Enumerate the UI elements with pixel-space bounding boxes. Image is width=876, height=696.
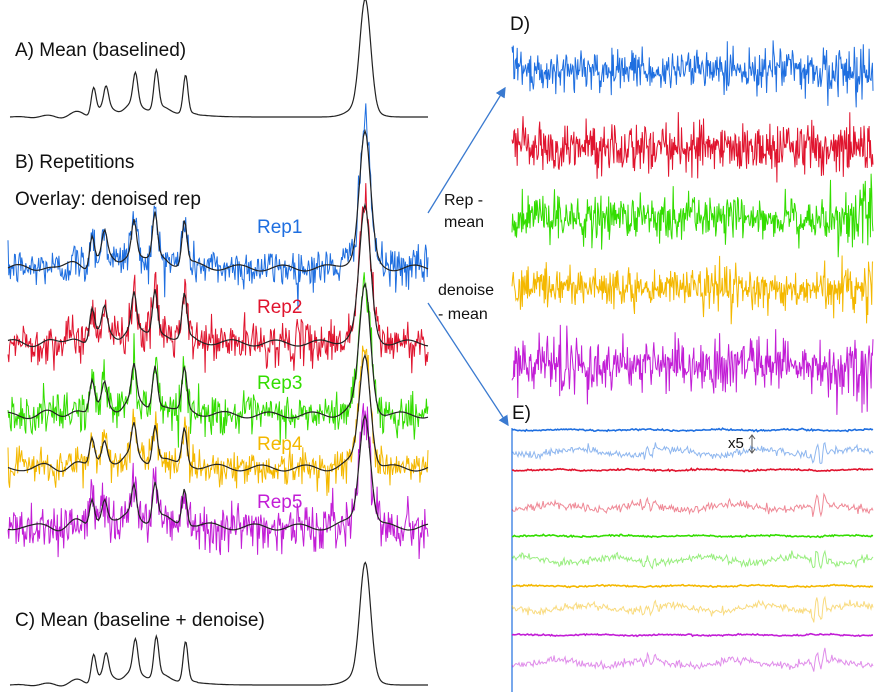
panel-d: D) [510, 14, 874, 415]
panel-b-subtitle: Overlay: denoised rep [15, 189, 201, 210]
e-rep1-residual-x5 [511, 441, 874, 465]
rep1-label: Rep1 [257, 217, 302, 238]
rep-minus-mean-label-2: mean [444, 214, 484, 231]
rep1-denoised-line [7, 128, 429, 272]
rep3-label: Rep3 [257, 373, 302, 394]
arrow-to-e [427, 302, 509, 427]
e-rep4-residual [511, 583, 874, 589]
rep5-raw-line [7, 403, 429, 560]
mean-line-c [9, 561, 428, 687]
d-rep5-residual [511, 324, 874, 415]
mean-line-a [9, 0, 428, 119]
e-rep2-residual [511, 467, 874, 473]
rep2-denoised-line [7, 202, 429, 348]
d-rep1-residual [511, 40, 874, 108]
e-rep2-residual-x5 [511, 492, 874, 518]
panel-e-title: E) [512, 403, 531, 424]
panel-a-title: A) Mean (baselined) [15, 40, 186, 61]
e-rep5-residual [511, 632, 873, 638]
rep5-denoised-line [7, 413, 429, 532]
e-rep5-residual-x5 [511, 647, 874, 672]
e-rep1-residual [511, 427, 874, 433]
denoise-minus-mean-label-1: denoise [438, 282, 494, 299]
arrow-to-d [427, 86, 506, 214]
rep2-label: Rep2 [257, 297, 302, 318]
e-rep3-residual [511, 533, 874, 539]
rep1-raw-line [7, 103, 429, 310]
rep4-label: Rep4 [257, 434, 303, 455]
panel-e: E) x5 [511, 403, 874, 692]
panel-b-title: B) Repetitions [15, 152, 134, 173]
x5-double-arrow-icon [748, 434, 756, 454]
rep5-label: Rep5 [257, 492, 302, 513]
panel-b: B) Repetitions Overlay: denoised rep Rep… [7, 103, 429, 560]
rep4-denoised-line [7, 353, 429, 473]
d-rep2-residual [511, 112, 874, 183]
panel-d-title: D) [510, 14, 530, 35]
denoise-minus-mean-label-2: - mean [438, 306, 488, 323]
panel-c: C) Mean (baseline + denoise) [9, 561, 428, 687]
panel-a: A) Mean (baselined) [9, 0, 428, 119]
arrows: Rep - mean denoise - mean [427, 86, 509, 427]
rep-minus-mean-label-1: Rep - [444, 192, 483, 209]
panel-c-title: C) Mean (baseline + denoise) [15, 610, 265, 631]
x5-label: x5 [728, 435, 744, 452]
rep3-denoised-line [7, 281, 429, 420]
e-rep4-residual-x5 [511, 595, 874, 623]
e-rep3-residual-x5 [511, 549, 874, 570]
d-rep3-residual [511, 173, 874, 258]
d-rep4-residual [511, 255, 874, 325]
